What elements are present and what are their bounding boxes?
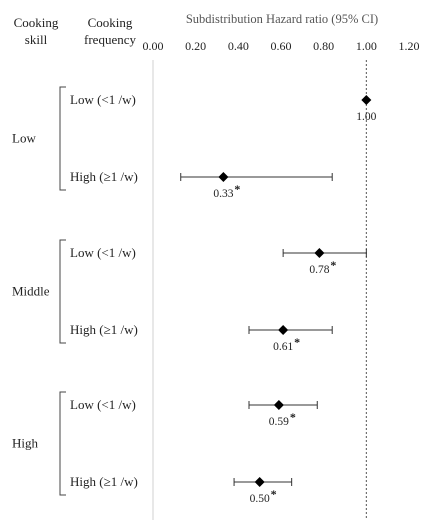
group-bracket xyxy=(59,239,66,344)
significance-star: * xyxy=(290,410,296,424)
x-tick-label: 0.40 xyxy=(228,39,249,53)
estimate-diamond xyxy=(273,400,284,410)
value-label: 0.78 xyxy=(309,264,329,276)
value-label: 0.59 xyxy=(269,416,289,428)
significance-star: * xyxy=(271,487,277,501)
significance-star: * xyxy=(234,182,240,196)
header-skill-line-2: skill xyxy=(25,32,48,47)
frequency-label: High (≥1 /w) xyxy=(70,474,138,489)
value-label: 0.50 xyxy=(250,493,270,505)
x-axis-ticks: 0.00 0.20 0.40 0.60 0.80 1.00 1.20 xyxy=(143,39,420,53)
value-label: 0.33 xyxy=(213,188,233,200)
skill-label: Middle xyxy=(12,284,50,299)
x-tick-label: 1.20 xyxy=(399,39,420,53)
x-tick-label: 0.00 xyxy=(143,39,164,53)
estimate-marks: 1.000.33 *0.78 *0.61 *0.59 *0.50 * xyxy=(180,95,377,505)
skill-label: Low xyxy=(12,131,36,146)
x-tick-label: 0.20 xyxy=(185,39,206,53)
frequency-label: High (≥1 /w) xyxy=(70,322,138,337)
column-headers: Cooking skill Cooking frequency xyxy=(14,15,137,47)
value-label: 0.61 xyxy=(273,341,293,353)
header-skill-line-1: Cooking xyxy=(14,15,59,30)
significance-star: * xyxy=(294,335,300,349)
significance-star: * xyxy=(330,258,336,272)
estimate-diamond xyxy=(218,172,229,182)
header-frequency-line-2: frequency xyxy=(84,32,136,47)
estimate-diamond xyxy=(361,95,372,105)
frequency-label: Low (<1 /w) xyxy=(70,92,136,107)
value-label: 1.00 xyxy=(356,111,376,123)
frequency-label: High (≥1 /w) xyxy=(70,169,138,184)
x-tick-label: 1.00 xyxy=(356,39,377,53)
x-tick-label: 0.60 xyxy=(271,39,292,53)
group-bracket xyxy=(59,391,66,496)
estimate-diamond xyxy=(278,325,289,335)
frequency-label: Low (<1 /w) xyxy=(70,397,136,412)
row-groups: Low Low (<1 /w) High (≥1 /w) Middle Low (<1 … xyxy=(12,86,138,496)
header-frequency-line-1: Cooking xyxy=(88,15,133,30)
group-bracket xyxy=(59,86,66,191)
chart-title: Subdistribution Hazard ratio (95% CI) xyxy=(186,12,378,26)
frequency-label: Low (<1 /w) xyxy=(70,245,136,260)
estimate-diamond xyxy=(314,248,325,258)
estimate-diamond xyxy=(254,477,265,487)
skill-label: High xyxy=(12,436,39,451)
x-tick-label: 0.80 xyxy=(313,39,334,53)
